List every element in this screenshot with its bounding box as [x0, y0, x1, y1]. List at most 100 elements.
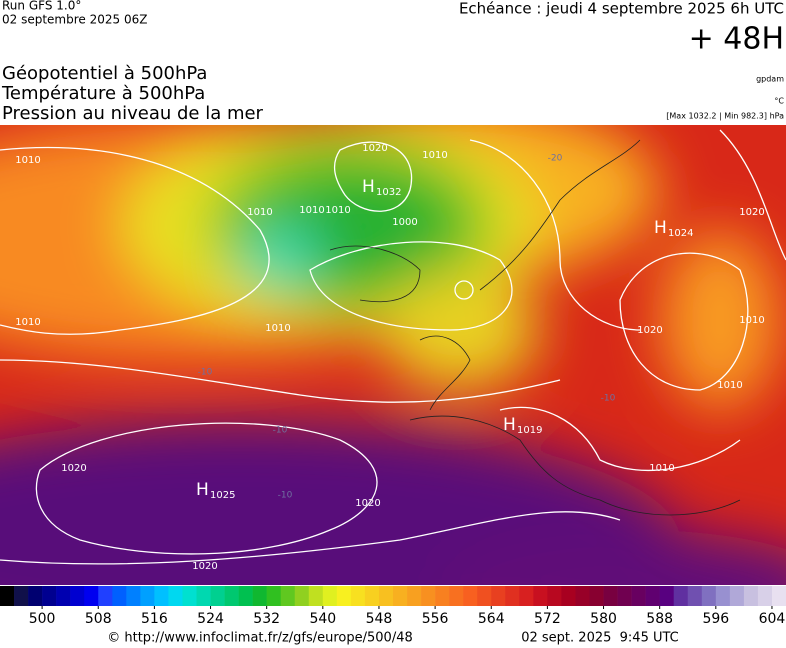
field: Géopotentiel à 500hPa — [2, 63, 207, 84]
timestamp: 02 sept. 2025 9:45 UTC — [521, 631, 679, 646]
isobar-label: 1010 — [739, 315, 764, 326]
colorbar-swatch — [687, 586, 703, 606]
isobar-label: 1010 — [299, 205, 324, 216]
valid-time: Echéance : jeudi 4 septembre 2025 6h UTC — [459, 0, 784, 18]
colorbar-swatch — [561, 586, 576, 606]
colorbar-swatch — [589, 586, 604, 606]
temperature-label: -10 — [278, 491, 293, 501]
colorbar-swatch — [154, 586, 169, 606]
isobar-label: 1010 — [265, 323, 290, 334]
colorbar-label: 588 — [646, 611, 673, 627]
temperature-label: -10 — [273, 426, 288, 436]
source: © http://www.infoclimat.fr/z/gfs/europe/… — [107, 631, 413, 646]
colorbar-swatch — [84, 586, 99, 606]
colorbar-swatch — [280, 586, 296, 606]
isobar-label: 1010 — [15, 317, 40, 328]
pressure-value: 1019 — [517, 425, 542, 436]
colorbar-swatch — [701, 586, 717, 606]
temperature-label: -20 — [548, 154, 563, 164]
colorbar-swatch — [364, 586, 380, 606]
isobar-label: 1010 — [422, 150, 447, 161]
pressure-value: 1025 — [210, 490, 235, 501]
colorbar-swatch — [659, 586, 675, 606]
colorbar-swatch — [140, 586, 155, 606]
colorbar-swatch — [238, 586, 253, 606]
colorbar-label: 532 — [253, 611, 280, 627]
unit: [Max 1032.2 | Min 982.3] hPa — [666, 112, 784, 121]
colorbar-swatch — [673, 586, 689, 606]
isobar-label: 1020 — [355, 498, 380, 509]
colorbar-swatch — [252, 586, 267, 606]
colorbar-swatch — [14, 586, 29, 606]
isobar-label: 1020 — [739, 207, 764, 218]
colorbar-swatch — [421, 586, 436, 606]
colorbar-swatch — [547, 586, 562, 606]
colorbar-swatch — [224, 586, 239, 606]
colorbar-label: 564 — [478, 611, 505, 627]
colorbar-swatch — [266, 586, 282, 606]
colorbar-swatch — [519, 586, 534, 606]
colorbar-swatch — [294, 586, 310, 606]
run: Run GFS 1.0° — [2, 0, 81, 13]
colorbar-swatch — [308, 586, 324, 606]
run-date: 02 septembre 2025 06Z — [2, 13, 147, 27]
colorbar-swatch — [0, 586, 15, 606]
colorbar-swatch — [575, 586, 590, 606]
isobar-label: 1010 — [15, 155, 40, 166]
colorbar-swatch — [98, 586, 113, 606]
isobar-label: 1010 — [325, 205, 350, 216]
colorbar-swatch — [477, 586, 492, 606]
unit: °C — [774, 97, 784, 106]
colorbar-swatch — [182, 586, 197, 606]
colorbar-swatch — [56, 586, 71, 606]
colorbar-swatch — [743, 586, 759, 606]
colorbar-label: 556 — [422, 611, 449, 627]
colorbar-swatch — [463, 586, 478, 606]
colorbar-label: 604 — [759, 611, 786, 627]
colorbar-swatch — [70, 586, 85, 606]
colorbar-label: 524 — [197, 611, 224, 627]
colorbar-swatch — [126, 586, 141, 606]
isobar-label: 1010 — [649, 463, 674, 474]
colorbar-swatch — [168, 586, 183, 606]
unit: gpdam — [756, 75, 784, 84]
colorbar-swatch — [393, 586, 408, 606]
temperature-label: -10 — [198, 368, 213, 378]
colorbar-swatch — [533, 586, 548, 606]
colorbar-swatch — [407, 586, 422, 606]
isobar-label: 1010 — [247, 207, 272, 218]
field: Température à 500hPa — [1, 83, 205, 104]
colorbar-swatch — [491, 586, 506, 606]
colorbar-swatch — [112, 586, 127, 606]
colorbar-swatch — [729, 586, 745, 606]
pressure-letter: H — [503, 415, 516, 435]
colorbar-swatch — [617, 586, 632, 606]
colorbar-swatch — [757, 586, 773, 606]
colorbar-swatch — [645, 586, 660, 606]
colorbar-label: 508 — [85, 611, 112, 627]
colorbar-swatch — [715, 586, 731, 606]
colorbar-swatch — [42, 586, 57, 606]
isobar-label: 1020 — [637, 325, 662, 336]
pressure-value: 1032 — [376, 187, 401, 198]
colorbar-swatch — [210, 586, 225, 606]
pressure-letter: H — [654, 218, 667, 238]
colorbar-swatch — [196, 586, 211, 606]
pressure-value: 1024 — [668, 228, 693, 239]
colorbar-swatch — [350, 586, 366, 606]
colorbar-label: 548 — [366, 611, 393, 627]
isobar-label: 1010 — [717, 380, 742, 391]
colorbar-swatch — [378, 586, 394, 606]
pressure-letter: H — [196, 480, 209, 500]
colorbar-swatch — [771, 586, 786, 606]
colorbar-swatch — [505, 586, 520, 606]
colorbar-swatch — [449, 586, 464, 606]
colorbar-swatch — [28, 586, 43, 606]
colorbar-swatch — [631, 586, 646, 606]
isobar-label: 1020 — [61, 463, 86, 474]
temperature-label: -10 — [601, 394, 616, 404]
colorbar-swatch — [435, 586, 450, 606]
colorbar-label: 516 — [141, 611, 168, 627]
